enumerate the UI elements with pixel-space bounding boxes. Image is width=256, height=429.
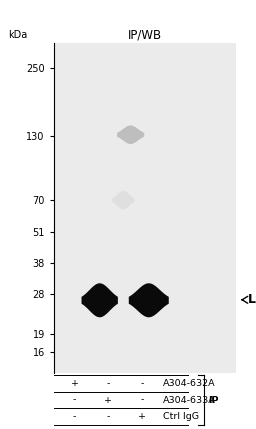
Text: A304-632A: A304-632A <box>163 379 215 388</box>
Text: -: - <box>73 396 76 405</box>
Text: +: + <box>71 379 79 388</box>
Text: -: - <box>106 379 110 388</box>
Text: -: - <box>140 396 143 405</box>
Text: -: - <box>106 412 110 421</box>
Text: -: - <box>73 412 76 421</box>
Text: +: + <box>104 396 112 405</box>
Title: IP/WB: IP/WB <box>127 29 162 42</box>
Text: IP: IP <box>208 396 219 405</box>
Text: Ctrl IgG: Ctrl IgG <box>163 412 198 421</box>
Text: kDa: kDa <box>8 30 28 39</box>
Text: LSM12: LSM12 <box>248 293 256 306</box>
Text: +: + <box>138 412 146 421</box>
Text: -: - <box>140 379 143 388</box>
Text: A304-633A: A304-633A <box>163 396 215 405</box>
